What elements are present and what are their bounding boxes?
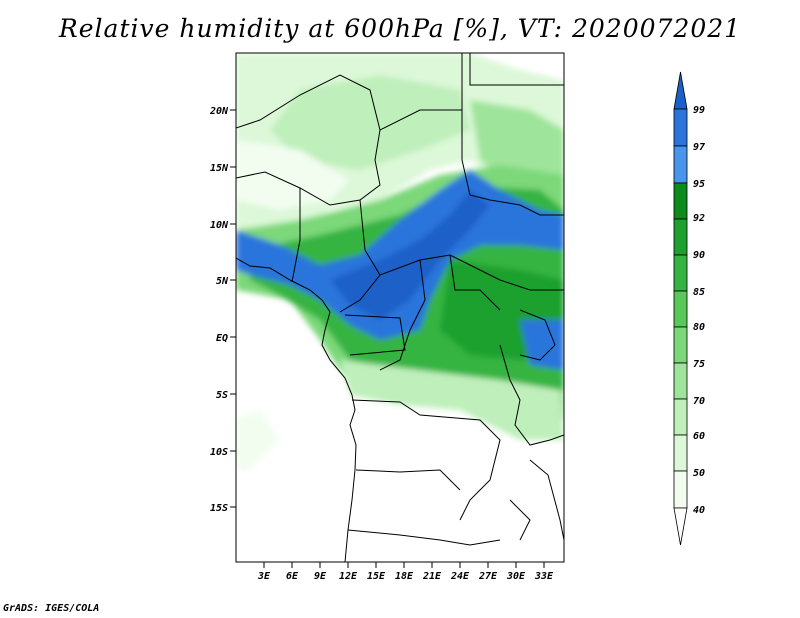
lat-tick-label: 20N bbox=[209, 106, 229, 117]
lat-tick-label: 5S bbox=[216, 390, 228, 401]
colorbar-label: 70 bbox=[693, 396, 705, 407]
colorbar-segment bbox=[673, 470, 688, 509]
lon-tick-label: 12E bbox=[339, 571, 358, 582]
colorbar-segment bbox=[673, 434, 688, 472]
lon-tick-label: 18E bbox=[395, 571, 414, 582]
colorbar-label: 50 bbox=[693, 468, 705, 479]
lon-tick-label: 30E bbox=[506, 571, 526, 582]
colorbar-label: 92 bbox=[693, 213, 705, 224]
longitude-axis bbox=[263, 562, 545, 568]
lon-tick-label: 3E bbox=[257, 571, 271, 582]
chart-title: Relative humidity at 600hPa [%], VT: 202… bbox=[58, 14, 742, 43]
colorbar-labels: 99 97 95 92 90 85 80 75 70 60 50 40 bbox=[693, 105, 705, 516]
colorbar-segment bbox=[673, 182, 688, 220]
map-area bbox=[236, 53, 564, 562]
colorbar-segment bbox=[673, 290, 688, 328]
lon-tick-label: 24E bbox=[450, 571, 470, 582]
colorbar-label: 75 bbox=[693, 359, 705, 370]
map-frame bbox=[235, 52, 565, 563]
colorbar-label: 85 bbox=[693, 287, 705, 298]
humidity-field bbox=[236, 53, 564, 470]
colorbar-segment bbox=[673, 108, 688, 147]
country-borders bbox=[236, 53, 564, 562]
colorbar-label: 99 bbox=[693, 105, 705, 116]
lon-tick-label: 15E bbox=[367, 571, 386, 582]
colorbar-label: 95 bbox=[693, 179, 705, 190]
colorbar-label: 60 bbox=[693, 431, 705, 442]
lat-tick-label: 15S bbox=[210, 503, 228, 514]
colorbar-label: 40 bbox=[693, 505, 705, 516]
lat-tick-label: 5N bbox=[216, 276, 229, 287]
colorbar-segment bbox=[673, 145, 688, 184]
colorbar-segment bbox=[673, 326, 688, 364]
lon-tick-label: 9E bbox=[314, 571, 327, 582]
lat-tick-label: 10S bbox=[210, 447, 228, 458]
lon-tick-label: 27E bbox=[478, 571, 498, 582]
latitude-axis bbox=[230, 109, 236, 508]
colorbar bbox=[673, 71, 688, 546]
lat-tick-label: EQ bbox=[216, 333, 228, 344]
lat-tick-label: 15N bbox=[210, 163, 229, 174]
colorbar-top-arrow bbox=[673, 71, 688, 110]
colorbar-label: 97 bbox=[693, 142, 705, 153]
lon-tick-label: 6E bbox=[286, 571, 299, 582]
colorbar-segment bbox=[673, 218, 688, 256]
colorbar-segment bbox=[673, 362, 688, 400]
lat-tick-label: 10N bbox=[210, 220, 229, 231]
lon-tick-label: 21E bbox=[422, 571, 442, 582]
colorbar-label: 90 bbox=[693, 250, 705, 261]
colorbar-segment bbox=[673, 254, 688, 292]
colorbar-bottom-arrow bbox=[673, 507, 688, 546]
colorbar-segment bbox=[673, 398, 688, 436]
lon-tick-label: 33E bbox=[534, 571, 554, 582]
credit-label: GrADS: IGES/COLA bbox=[3, 603, 100, 614]
colorbar-label: 80 bbox=[693, 322, 705, 333]
